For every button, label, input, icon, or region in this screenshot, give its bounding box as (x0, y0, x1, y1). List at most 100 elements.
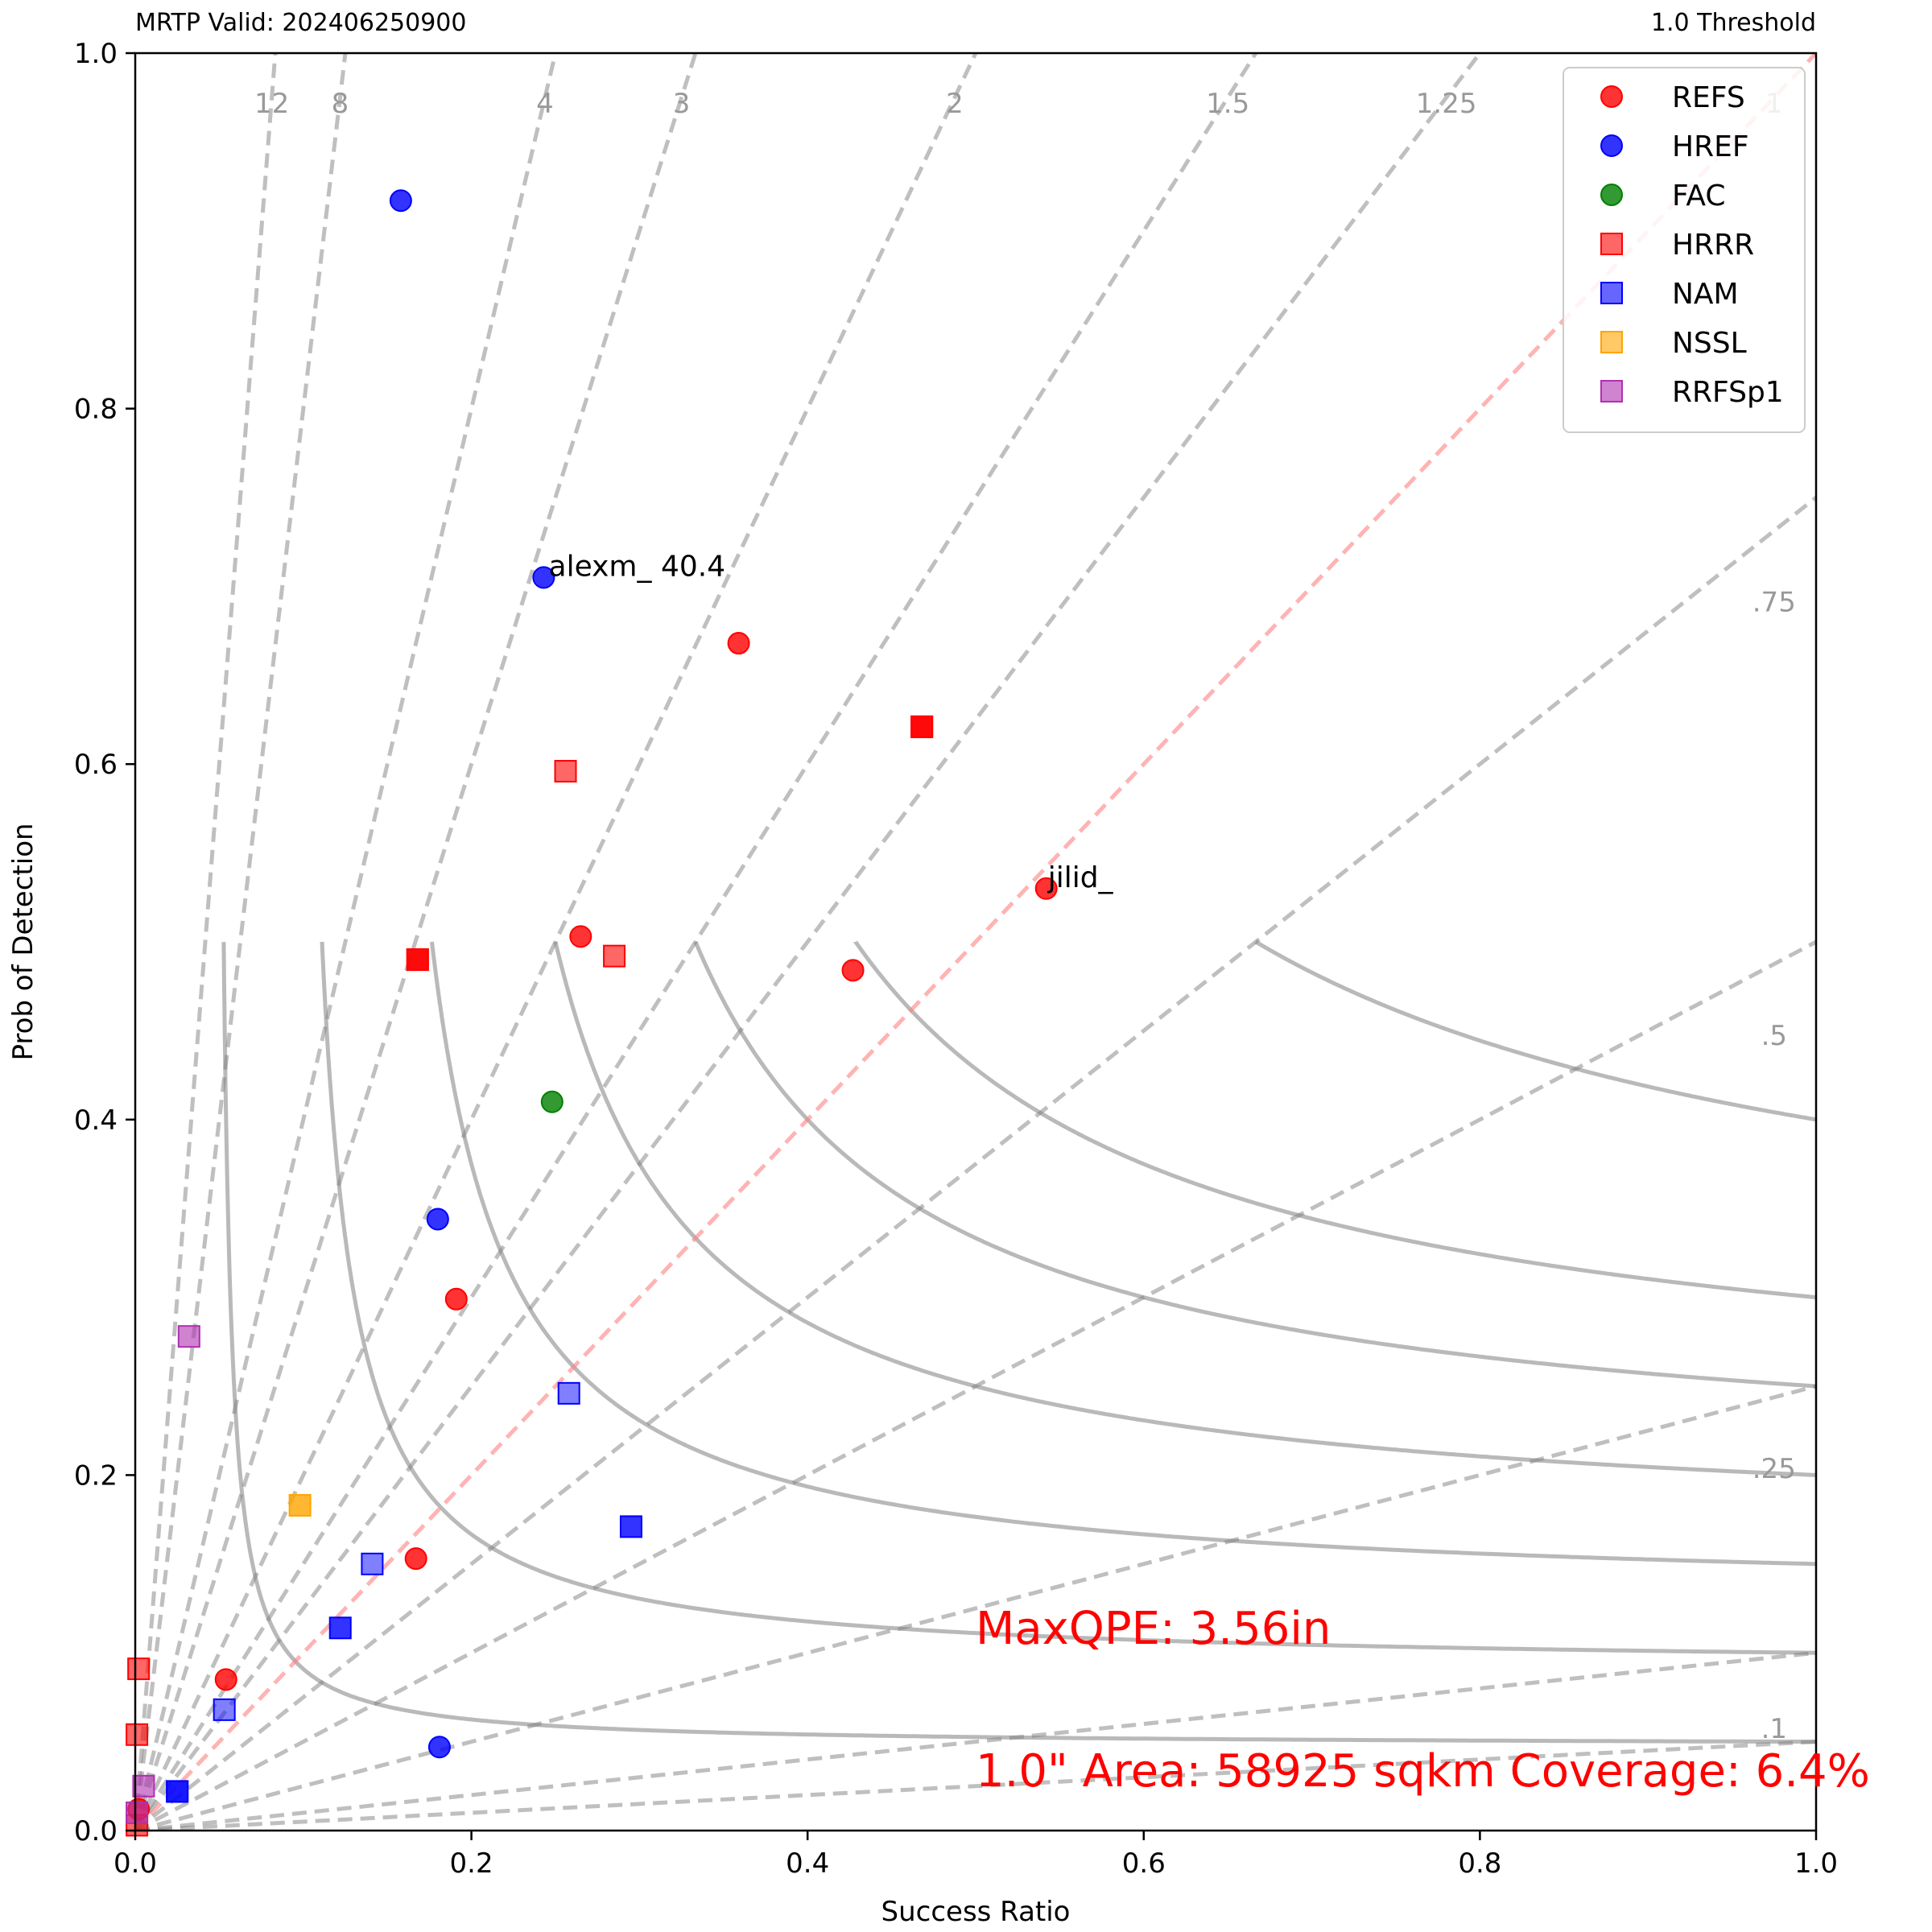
x-tick-label: 0.0 (114, 1847, 157, 1880)
point-annotation: alexm_ 40.4 (549, 550, 726, 583)
bias-line (135, 53, 698, 1831)
data-point (213, 1698, 236, 1721)
data-point (444, 1287, 468, 1311)
csi-curve (1814, 408, 1816, 411)
bias-label: 1.25 (1416, 88, 1477, 120)
legend-label: HREF (1672, 130, 1749, 163)
data-point (406, 948, 429, 972)
data-point (532, 566, 555, 589)
bias-label: 8 (332, 88, 349, 120)
bias-label: 3 (673, 88, 691, 120)
data-point (126, 1801, 149, 1824)
bias-line (135, 53, 1483, 1831)
y-tick-label: 0.2 (74, 1459, 118, 1492)
bias-label: .1 (1761, 1713, 1787, 1745)
data-point (1034, 877, 1058, 900)
legend-box (1563, 67, 1806, 433)
bias-lines (135, 53, 1816, 1831)
bias-label: 2 (946, 88, 964, 120)
legend-label: REFS (1672, 81, 1745, 114)
bias-line (135, 1384, 1816, 1831)
csi-curve (1814, 230, 1816, 234)
data-point (126, 1723, 149, 1746)
data-point (127, 1657, 151, 1681)
data-point (619, 1515, 642, 1538)
legend-label: FAC (1672, 180, 1726, 213)
csi-curve (1814, 586, 1816, 589)
x-tick-label: 0.4 (786, 1847, 829, 1880)
csi-curves (221, 230, 1816, 1744)
x-tick-label: 0.8 (1458, 1847, 1501, 1880)
bias-line (135, 1740, 1816, 1831)
bias-label: .75 (1752, 587, 1796, 619)
data-point (132, 1774, 155, 1798)
y-tick-label: 0.0 (74, 1815, 118, 1847)
csi-curve (553, 941, 1816, 1477)
legend-marker (1600, 331, 1623, 353)
data-point (427, 1736, 451, 1759)
bias-line (135, 939, 1816, 1831)
bias-line (135, 1650, 1816, 1831)
point-annotations: alexm_ 40.4 jilid_ (549, 550, 1114, 894)
csi-curve (320, 941, 1816, 1655)
bias-label: 4 (536, 88, 554, 120)
bias-line (135, 53, 1258, 1831)
csi-curve (1254, 939, 1816, 1122)
data-point (389, 189, 412, 213)
data-point (540, 1090, 564, 1113)
y-tick-label: 1.0 (74, 38, 118, 70)
legend-marker (1600, 184, 1623, 206)
y-tick-label: 0.8 (74, 394, 118, 426)
bias-label: .5 (1761, 1020, 1787, 1052)
x-axis-title: Success Ratio (881, 1896, 1071, 1928)
csi-curve (1815, 764, 1816, 766)
data-point (569, 925, 592, 948)
valid-time-label: MRTP Valid: 202406250900 (135, 9, 466, 37)
data-point (288, 1493, 312, 1517)
y-tick-label: 0.6 (74, 749, 118, 781)
csi-curve (221, 942, 1816, 1744)
threshold-label: 1.0 Threshold (1651, 9, 1816, 37)
data-point (910, 715, 934, 738)
legend-label: RRFSp1 (1672, 376, 1784, 409)
csi-curve (853, 940, 1816, 1300)
data-point (557, 1381, 580, 1405)
legend-label: HRRR (1672, 229, 1754, 262)
data-point (177, 1325, 200, 1348)
data-point (214, 1668, 237, 1691)
bias-line (135, 494, 1816, 1831)
x-tick-label: 0.6 (1122, 1847, 1166, 1880)
data-point (361, 1552, 384, 1575)
info-text: 1.0" Area: 58925 sqkm Coverage: 6.4% (976, 1745, 1870, 1798)
data-point (603, 944, 626, 968)
data-point (404, 1547, 427, 1571)
data-point (841, 959, 865, 982)
data-point (328, 1616, 352, 1640)
info-text: MaxQPE: 3.56in (976, 1603, 1331, 1655)
csi-curve (693, 940, 1816, 1389)
data-point (554, 760, 577, 783)
plot-frame (134, 52, 1818, 1832)
data-point (426, 1208, 449, 1231)
legend-marker (1600, 282, 1623, 304)
point-annotation: jilid_ (1047, 861, 1114, 894)
x-tick-label: 0.2 (450, 1847, 493, 1880)
bias-label: 1.5 (1206, 88, 1249, 120)
y-axis-title: Prob of Detection (7, 823, 39, 1060)
bias-line (135, 53, 978, 1831)
legend-marker (1600, 380, 1623, 402)
bias-label: .25 (1752, 1453, 1796, 1485)
bias-label: 12 (254, 88, 289, 120)
legend-label: NAM (1672, 278, 1739, 311)
data-point (166, 1780, 189, 1803)
legend-label: NSSL (1672, 327, 1747, 360)
data-points (126, 189, 1058, 1837)
text-boxes: MaxQPE: 3.56in 1.0" Area: 58925 sqkm Cove… (976, 1603, 1870, 1798)
x-tick-label: 1.0 (1794, 1847, 1838, 1880)
csi-curve (430, 941, 1816, 1567)
axes: 0.0 0.2 0.4 0.6 0.8 1.0 0.0 0.2 0.4 0.6 0.8 1.0 (74, 38, 1838, 1880)
data-point (727, 632, 750, 655)
legend-marker (1600, 233, 1623, 255)
y-tick-label: 0.4 (74, 1104, 118, 1137)
